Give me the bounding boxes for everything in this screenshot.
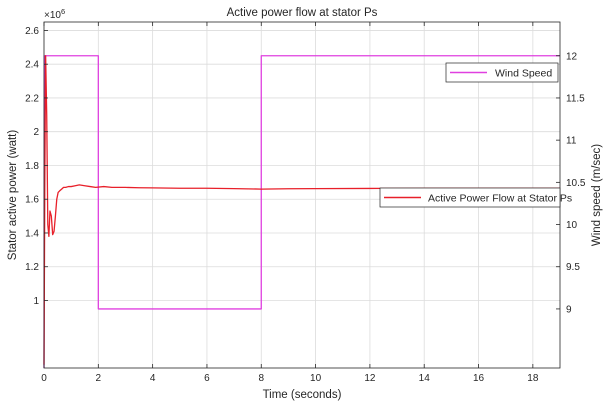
series-line-active-power [43,55,560,365]
y-left-tick-label: 1.4 [25,228,39,239]
x-tick-label: 10 [310,373,322,384]
y-right-tick-label: 12 [566,51,578,62]
legend-label-wind-speed: Wind Speed [495,68,552,80]
y-left-tick-label: 2 [33,127,39,138]
y-axis-left-label: Stator active power (watt) [7,130,19,261]
y-right-tick-label: 11 [566,136,577,147]
series-layer [43,55,560,369]
chart-title: Active power flow at stator Ps [227,7,378,19]
y-right-tick-label: 10 [566,220,578,231]
exponent-power: 6 [61,7,65,16]
y-left-tick-label: 2.2 [25,93,39,104]
exponent-label: ×106 [44,7,65,21]
y-axis-right-label: Wind speed (m/sec) [591,144,603,246]
ticks: 0 2 4 6 8 10 12 14 16 18 1 1.2 1.4 1.6 1.8 2 2.2 2.4 2.6 9 9… [25,22,586,384]
x-tick-label: 12 [364,373,376,384]
x-tick-label: 16 [473,373,485,384]
x-tick-label: 8 [258,373,264,384]
x-tick-label: 18 [527,373,539,384]
x-tick-label: 14 [419,373,431,384]
y-right-tick-label: 11.5 [566,93,585,104]
y-right-tick-label: 9.5 [566,262,580,273]
y-left-tick-label: 1 [33,296,39,307]
x-tick-label: 2 [96,373,102,384]
series-line-wind-speed [43,55,560,369]
x-tick-label: 0 [41,373,47,384]
legend-box [445,62,559,83]
legend-label-active-power: Active Power Flow at Stator Ps [428,193,572,205]
y-left-tick-label: 1.6 [25,195,39,206]
y-left-tick-label: 2.6 [25,26,39,37]
y-right-tick-label: 9 [566,304,572,315]
y-left-tick-label: 1.8 [25,161,39,172]
y-right-tick-label: 10.5 [566,178,586,189]
y-left-tick-label: 1.2 [25,262,39,273]
exponent-base: ×10 [44,10,61,21]
x-tick-label: 4 [150,373,156,384]
x-tick-label: 6 [204,373,210,384]
legend-active-power: Active Power Flow at Stator Ps [379,187,572,208]
x-axis-label: Time (seconds) [263,389,342,401]
legend-box [379,187,561,208]
legend-wind-speed: Wind Speed [445,62,559,83]
y-left-tick-label: 2.4 [25,60,39,71]
